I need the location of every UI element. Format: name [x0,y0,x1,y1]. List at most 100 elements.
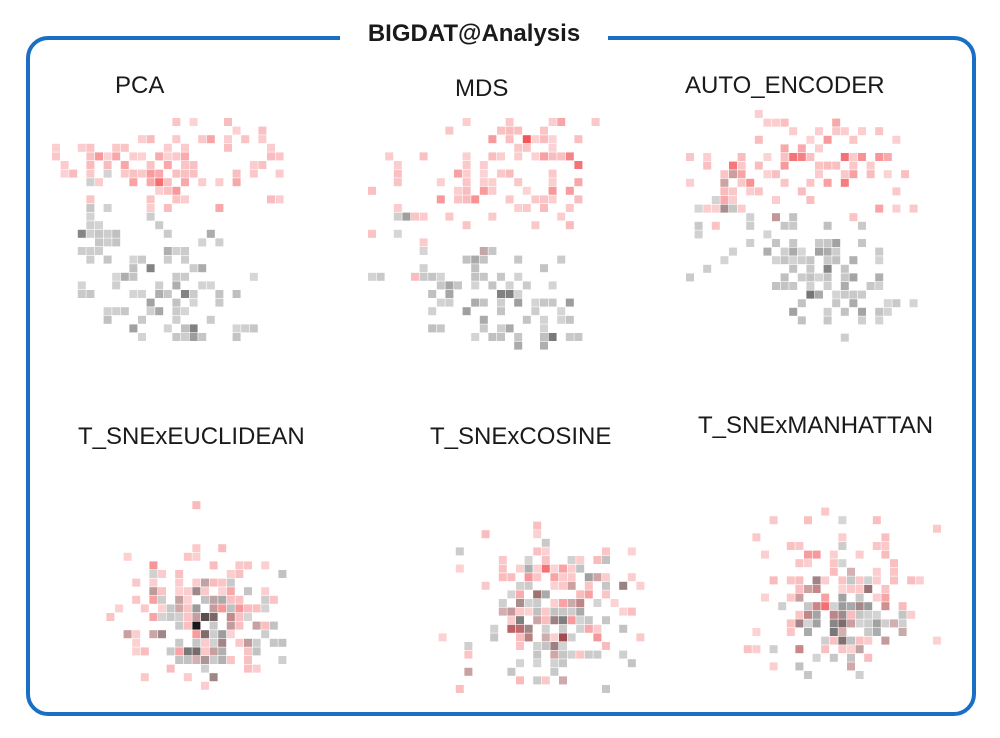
plot-5-cell-25 [855,636,864,645]
plot-1-cell-102 [497,290,505,298]
plot-3-cell-109 [209,621,218,630]
plot-1-cell-24 [479,186,488,195]
plot-1-cell-50 [488,178,497,187]
plot-0-cell-144 [172,333,181,341]
plot-5-cell-130 [829,602,838,611]
plot-0-cell-138 [112,272,121,281]
plot-0-cell-51 [267,152,275,161]
plot-0-cell-92 [206,281,215,290]
plot-4-cell-36 [567,599,576,607]
plot-3-cell-21 [183,613,192,621]
plot-1-cell-27 [540,135,548,144]
plot-0-cell-3 [215,178,224,187]
plot-0-cell-68 [146,204,155,212]
plot-3-cell-78 [244,638,252,647]
plot-3-cell-110 [192,604,201,613]
plot-0-cell-117 [198,264,207,273]
plot-5-cell-54 [881,533,890,542]
plot-5-cell-20 [829,559,838,568]
plot-4-cell-142 [516,599,524,607]
plot-5-cell-37 [821,602,830,611]
plot-1-cell-56 [522,186,531,195]
plot-3-cell-141 [269,638,278,647]
plot-1-cell-140 [540,341,548,350]
plot-4-cell-93 [507,624,516,633]
plot-3-cell-69 [201,656,209,664]
plot-4-cell-4 [636,633,645,642]
plot-4-cell-98 [619,624,628,633]
plot-0-cell-88 [86,255,95,264]
plot-4-cell-116 [593,599,602,607]
plot-3-cell-134 [166,613,175,621]
plot-0-cell-150 [77,281,86,290]
plot-5-cell-134 [778,602,787,611]
plot-1-cell-120 [531,307,540,316]
plot-5-cell-53 [795,645,804,654]
plot-5-cell-92 [829,610,838,619]
plot-3-cell-52 [192,544,201,553]
plot-1-cell-134 [436,298,445,307]
plot-2-cell-65 [737,170,746,179]
plot-5-cell-107 [847,619,855,628]
plot-2-cell-119 [832,290,841,299]
panel-title-pca: PCA [115,72,165,99]
plot-2-cell-132 [763,230,772,239]
plot-3-cell-87 [235,561,244,570]
plot-0-cell-76 [163,186,172,195]
plot-4-cell-33 [593,573,602,582]
plot-2-cell-142 [823,247,832,256]
plot-5-cell-132 [812,653,821,662]
plot-0-cell-59 [103,161,112,169]
plot-0-cell-29 [129,152,138,161]
plot-4-cell-1 [498,573,507,582]
plot-1-cell-110 [436,281,445,290]
plot-0-cell-166 [103,169,112,178]
plot-2-cell-79 [720,170,729,179]
plot-3-cell-62 [261,587,270,596]
plot-0-cell-21 [267,195,275,204]
plot-1-cell-22 [471,195,480,204]
plot-2-cell-6 [840,178,849,187]
plot-5-cell-71 [795,542,804,550]
plot-4-cell-144 [576,616,585,625]
plot-5-cell-58 [752,645,761,654]
plot-2-cell-87 [815,247,823,256]
plot-1-cell-9 [497,152,505,161]
plot-3-cell-124 [123,630,132,639]
plot-4-cell-25 [507,573,516,582]
plot-0-cell-78 [172,135,181,144]
plot-5-cell-123 [898,610,907,619]
plot-0-cell-121 [181,247,189,255]
plot-0-cell-39 [69,169,78,178]
plot-2-cell-158 [729,247,737,256]
plot-5-cell-72 [769,516,778,525]
plot-2-cell-73 [772,196,780,204]
plot-2-cell-88 [823,273,832,282]
plot-4-cell-121 [498,607,507,616]
plot-4-cell-102 [533,607,542,616]
plot-0-cell-165 [112,238,121,247]
plot-2-cell-28 [806,153,815,161]
plot-4-cell-39 [550,650,559,659]
plot-5-cell-39 [786,593,795,602]
plot-4-cell-69 [559,676,567,685]
plot-2-cell-136 [780,247,789,256]
plot-5-cell-128 [855,610,864,619]
plot-0-cell-7 [95,152,103,161]
plot-0-cell-19 [172,186,181,195]
plot-4-cell-97 [507,667,516,676]
plot-4-cell-13 [550,581,559,590]
plot-5-cell-65 [898,602,907,611]
plot-4-cell-57 [576,599,585,607]
plot-2-cell-58 [763,170,772,179]
plot-3-cell-92 [158,595,166,604]
plot-4-cell-115 [576,624,585,633]
plot-4-cell-68 [593,633,602,642]
plot-5-cell-47 [804,516,812,525]
plot-2-cell-13 [729,161,737,170]
plot-1-cell-67 [574,135,583,144]
plot-4-cell-81 [516,564,524,573]
plot-4-cell-111 [602,685,610,693]
plot-5-cell-26 [804,585,812,593]
plot-1-cell-118 [471,281,480,290]
